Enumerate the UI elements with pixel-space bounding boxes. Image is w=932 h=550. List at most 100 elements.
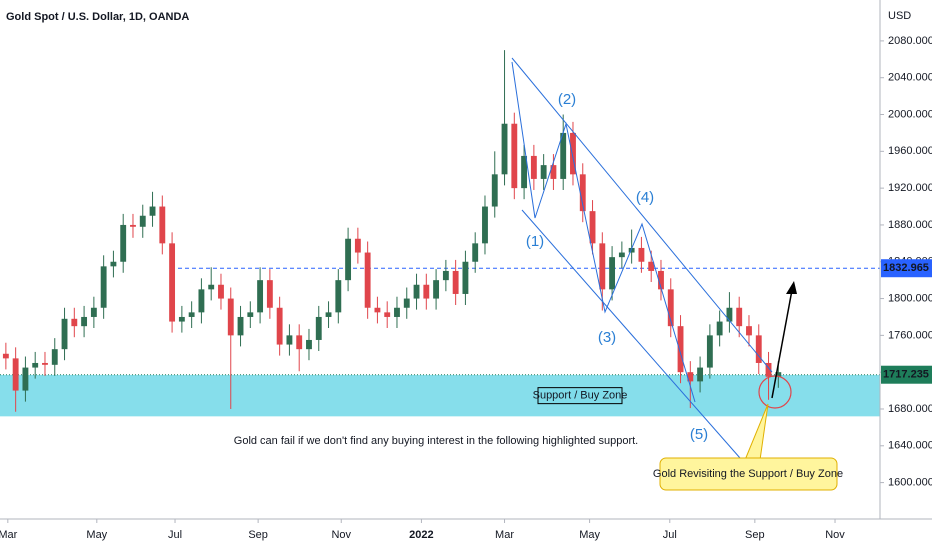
support-zone-label-box	[537, 387, 623, 405]
candle-body	[491, 174, 498, 207]
candle-body	[746, 326, 752, 336]
candle-body	[540, 165, 547, 179]
candle-body	[736, 307, 743, 327]
candle-body	[628, 247, 635, 253]
arrow-head	[786, 281, 797, 294]
candle-body	[589, 211, 596, 244]
candle-body	[286, 335, 293, 345]
candle-body	[139, 215, 146, 227]
candle-body	[638, 247, 645, 262]
candle-body	[667, 289, 674, 327]
candle-body	[2, 353, 9, 359]
candle-body	[276, 307, 283, 345]
channel-upper	[511, 57, 773, 373]
highlight-circle	[758, 375, 792, 409]
candle-body	[677, 326, 684, 373]
candle-body	[550, 165, 557, 179]
candle-body	[501, 123, 508, 175]
candle-body	[42, 362, 48, 365]
candle-body	[521, 155, 528, 189]
y-tick-label: 1960.000	[888, 145, 932, 157]
candle-body	[442, 270, 449, 281]
candle-body	[198, 289, 205, 313]
candle-body	[110, 261, 117, 267]
x-tick-label: Nov	[825, 529, 845, 541]
candle-body	[130, 224, 136, 227]
chart-title: Gold Spot / U.S. Dollar, 1D, OANDA	[6, 11, 189, 23]
x-tick-label: May	[86, 529, 107, 541]
candle-body	[472, 243, 479, 262]
candle-body	[599, 243, 606, 290]
candles-layer	[2, 50, 782, 412]
drawings: Gold Revisiting the Support / Buy Zone (…	[234, 57, 843, 491]
candle-body	[765, 362, 772, 377]
candle-body	[159, 206, 166, 244]
price-badge	[881, 259, 932, 278]
candle-body	[423, 284, 430, 299]
candle-body	[315, 316, 322, 340]
x-tick-label: 2022	[409, 529, 433, 541]
candle-body	[335, 280, 342, 313]
candle-body	[570, 132, 576, 175]
candle-body	[296, 335, 303, 350]
y-tick-label: 1640.000	[888, 440, 932, 452]
candle-body	[178, 316, 185, 322]
wave-label: (2)	[558, 91, 576, 108]
candle-body	[755, 335, 762, 363]
candle-body	[716, 321, 723, 336]
x-tick-label: Nov	[331, 529, 351, 541]
candle-body	[247, 312, 254, 317]
candle-body	[433, 280, 440, 299]
candle-body	[648, 261, 655, 271]
candle-body	[579, 174, 586, 212]
y-tick-label: 2080.000	[888, 35, 932, 47]
y-tick-label: 1680.000	[888, 403, 932, 415]
candle-body	[149, 206, 156, 216]
callout-box	[659, 457, 838, 491]
candle-body	[775, 372, 782, 377]
y-axis-label: USD	[888, 10, 911, 22]
wave-path	[511, 61, 696, 403]
candle-body	[413, 284, 420, 299]
candle-body	[71, 318, 78, 327]
y-tick-label: 1920.000	[888, 182, 932, 194]
candle-body	[706, 335, 713, 368]
candle-body	[462, 261, 469, 294]
candle-body	[697, 367, 704, 382]
candle-body	[169, 243, 176, 322]
x-tick-label: Mar	[495, 529, 514, 541]
candle-body	[384, 312, 391, 317]
candle-body	[609, 257, 616, 290]
y-tick-label: 1760.000	[888, 329, 932, 341]
channel-lower	[521, 209, 741, 459]
y-tick-label: 1600.000	[888, 477, 932, 489]
candle-body	[32, 362, 39, 368]
wave-label: (3)	[598, 329, 616, 346]
candle-body	[188, 312, 195, 317]
x-tick-label: Mar	[0, 529, 18, 541]
candle-body	[345, 238, 352, 281]
y-tick-label: 1800.000	[888, 292, 932, 304]
candle-body	[403, 298, 410, 308]
candle-body	[61, 318, 68, 350]
y-tick-label: 2000.000	[888, 108, 932, 120]
x-tick-label: May	[579, 529, 600, 541]
wave-label: (1)	[526, 233, 544, 250]
candle-body	[90, 307, 97, 317]
candle-body	[364, 252, 371, 308]
candle-body	[511, 123, 518, 189]
note: Gold can fail if we don't find any buyin…	[234, 435, 638, 447]
candle-body	[452, 270, 459, 294]
candle-body	[12, 358, 19, 391]
wave-label: (4)	[636, 189, 654, 206]
y-tick-label: 2040.000	[888, 72, 932, 84]
candle-body	[227, 298, 234, 336]
candle-body	[658, 270, 664, 290]
zone-layer: Support / Buy Zone	[0, 267, 880, 417]
candle-body	[687, 372, 694, 382]
support-zone-label: Support / Buy Zone	[533, 390, 628, 402]
arrow-line	[771, 289, 793, 399]
candle-body	[560, 132, 567, 179]
